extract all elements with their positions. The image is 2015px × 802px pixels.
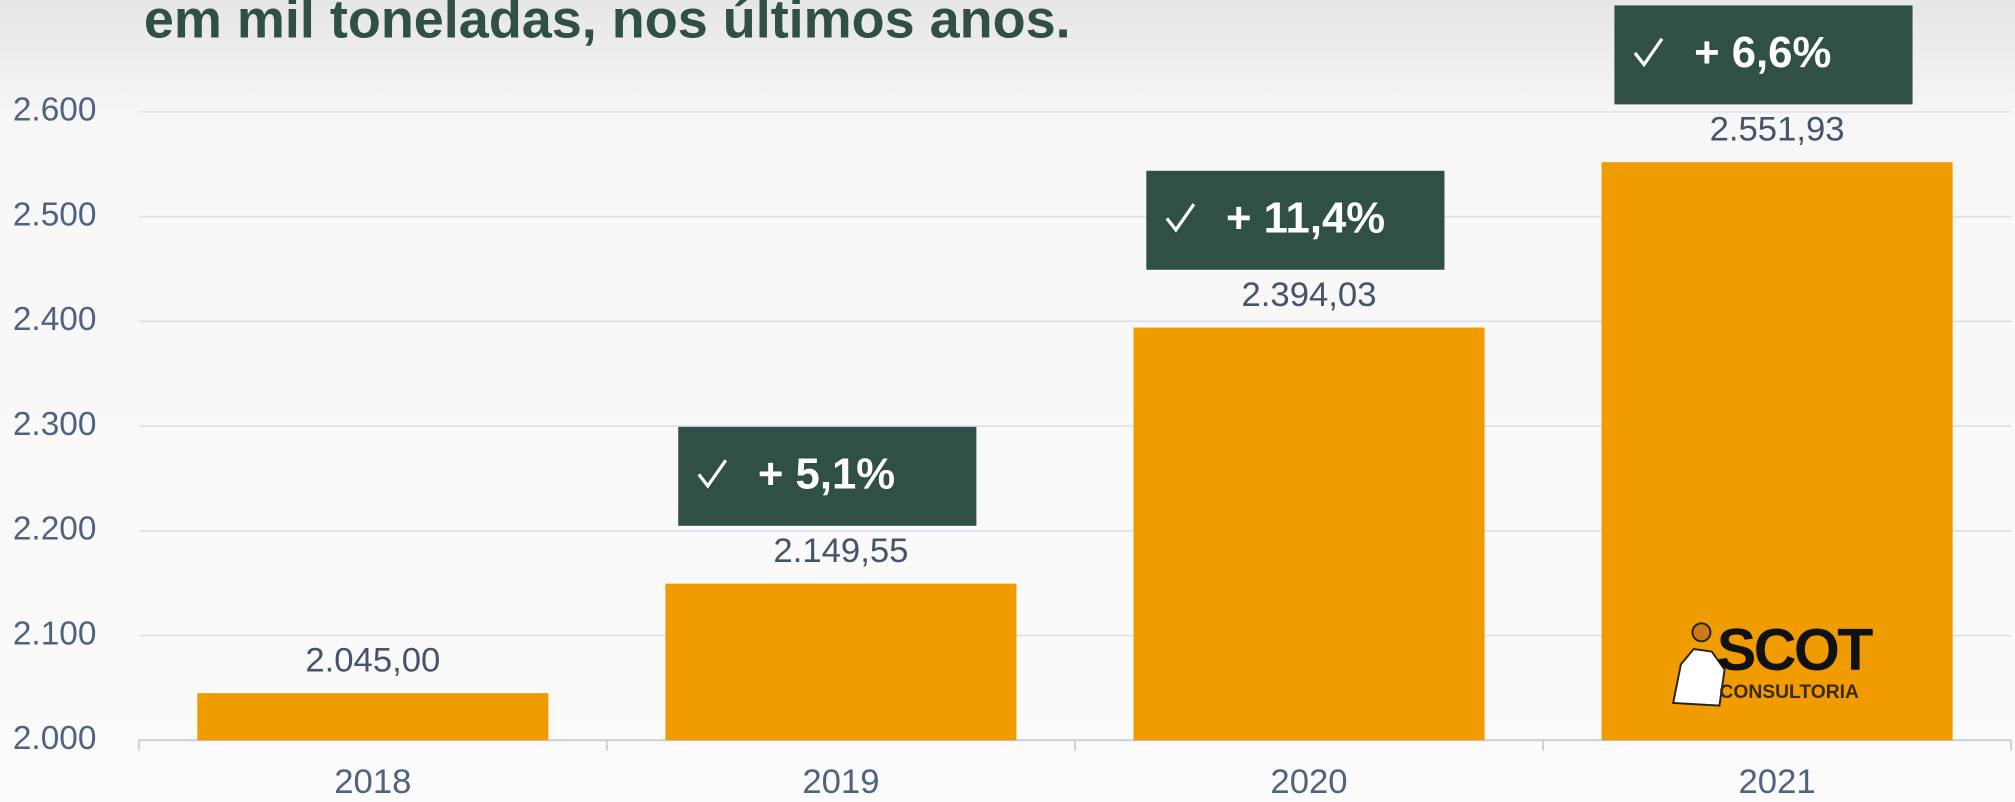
y-tick-label: 2.200 bbox=[13, 511, 97, 548]
x-tick-label: 2019 bbox=[802, 763, 879, 801]
y-tick-label: 2.500 bbox=[13, 196, 97, 233]
growth-badge: + 5,1% bbox=[678, 426, 977, 526]
check-icon bbox=[1633, 37, 1664, 68]
value-label: 2.045,00 bbox=[305, 641, 440, 679]
bar bbox=[1133, 327, 1485, 741]
logo-figure bbox=[1672, 647, 1726, 707]
bar bbox=[665, 583, 1017, 741]
badge-label: + 11,4% bbox=[1226, 193, 1385, 242]
bar bbox=[1601, 162, 1953, 741]
badge-box bbox=[678, 426, 977, 526]
badge-box bbox=[1614, 5, 1913, 105]
value-label: 2.394,03 bbox=[1241, 276, 1376, 314]
chart-title: em mil toneladas, nos últimos anos. bbox=[144, 0, 1071, 49]
value-label: 2.149,55 bbox=[773, 532, 908, 570]
y-tick-label: 2.600 bbox=[13, 92, 97, 129]
bar bbox=[197, 693, 549, 741]
x-tick-label: 2018 bbox=[334, 763, 411, 801]
y-tick-label: 2.400 bbox=[13, 301, 97, 338]
check-icon bbox=[697, 459, 728, 489]
check-icon bbox=[1165, 203, 1196, 233]
logo-subtitle: CONSULTORIA bbox=[1719, 682, 1859, 703]
value-label: 2.551,93 bbox=[1710, 111, 1845, 149]
x-tick-label: 2020 bbox=[1270, 763, 1347, 801]
badge-box bbox=[1146, 170, 1445, 270]
growth-badge: + 6,6% bbox=[1614, 5, 1913, 105]
y-tick-label: 2.300 bbox=[13, 406, 97, 443]
logo-name: SCOT bbox=[1717, 616, 1873, 683]
x-tick-label: 2021 bbox=[1739, 763, 1816, 801]
y-tick-label: 2.100 bbox=[13, 615, 97, 652]
y-tick-label: 2.000 bbox=[13, 720, 97, 757]
badge-label: + 5,1% bbox=[758, 450, 895, 499]
logo-head bbox=[1691, 622, 1712, 643]
badge-label: + 6,6% bbox=[1694, 28, 1831, 77]
growth-badge: + 11,4% bbox=[1146, 170, 1445, 270]
